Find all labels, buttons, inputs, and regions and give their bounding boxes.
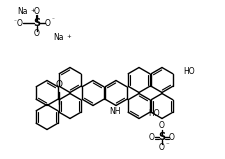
Text: ⁻: ⁻ [52,18,54,24]
Text: +: + [30,7,35,13]
Text: NH: NH [109,107,121,117]
Text: O: O [149,132,155,142]
Text: ⁻: ⁻ [165,142,169,148]
Text: +: + [66,34,71,38]
Text: O: O [17,18,23,28]
Text: S: S [158,132,166,142]
Text: O: O [169,132,175,142]
Text: O: O [56,80,63,89]
Text: ⁻: ⁻ [13,21,16,25]
Text: O: O [159,121,165,131]
Text: Na: Na [17,7,27,17]
Text: O: O [34,7,40,17]
Text: Na: Na [53,34,63,42]
Text: O: O [45,18,51,28]
Text: O: O [159,142,165,152]
Text: O: O [34,30,40,38]
Text: HO: HO [148,110,160,118]
Text: HO: HO [183,66,195,76]
Text: S: S [34,18,40,28]
